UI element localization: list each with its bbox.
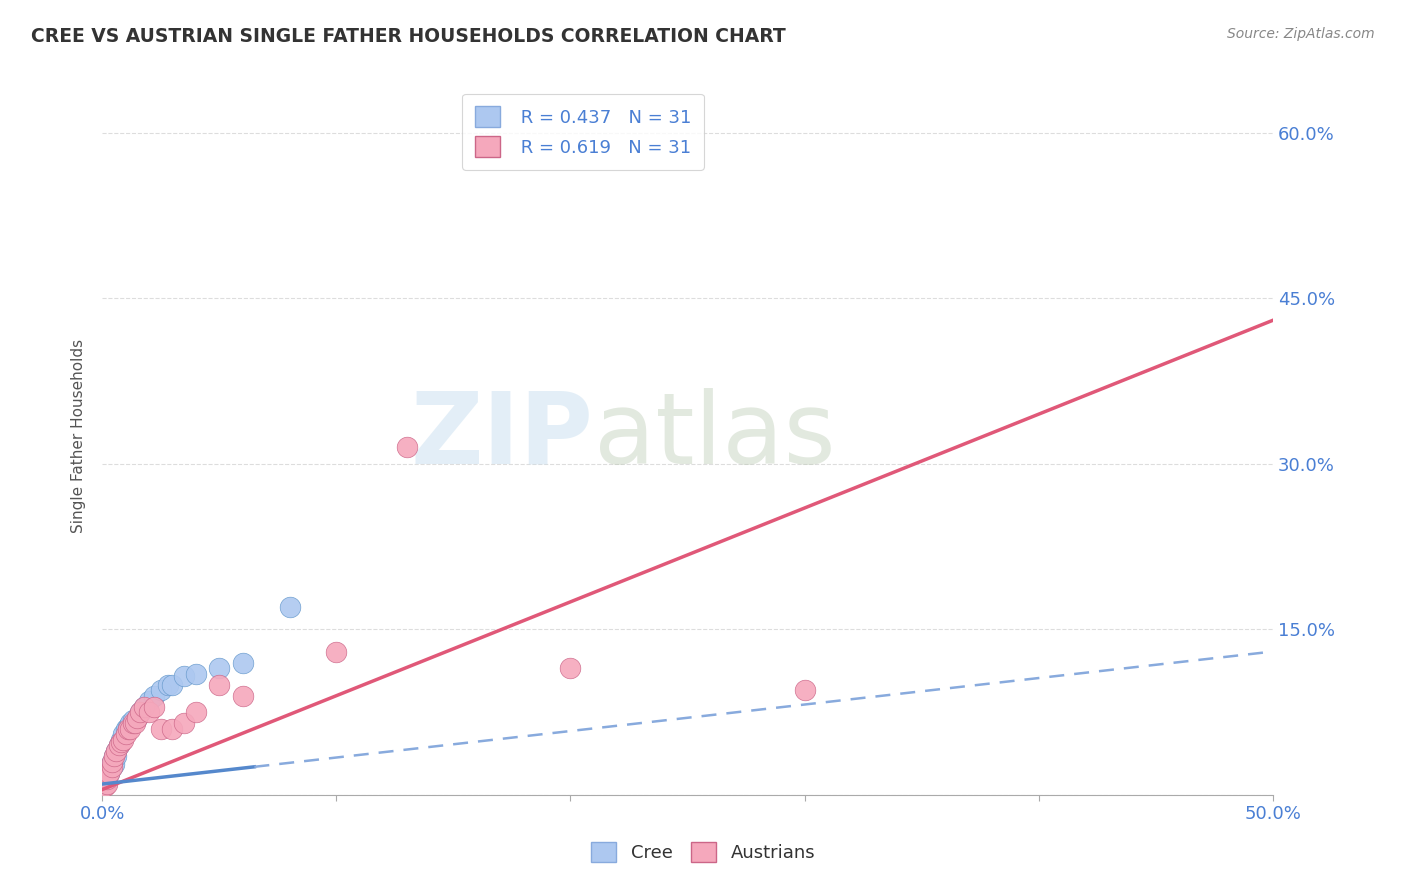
Point [105, 749, 128, 764]
Point [112, 732, 135, 747]
Point [128, 705, 150, 719]
Legend:  R = 0.437   N = 31,  R = 0.619   N = 31: R = 0.437 N = 31, R = 0.619 N = 31 [463, 94, 704, 169]
Point [173, 669, 195, 683]
Point [103, 749, 125, 764]
Point [107, 739, 129, 753]
Point [103, 757, 125, 772]
Point [120, 716, 142, 731]
Point [232, 689, 254, 703]
Point [100, 760, 122, 774]
Text: ZIP: ZIP [411, 388, 593, 484]
Point [117, 720, 139, 734]
Point [232, 656, 254, 670]
Point [127, 711, 149, 725]
Point [100, 755, 122, 769]
Point [121, 713, 143, 727]
Point [184, 666, 207, 681]
Point [149, 722, 172, 736]
Point [100, 760, 122, 774]
Point [124, 716, 146, 731]
Point [98, 766, 121, 780]
Point [110, 732, 132, 747]
Point [138, 694, 160, 708]
Point [149, 683, 172, 698]
Point [793, 683, 815, 698]
Point [98, 766, 121, 780]
Point [156, 678, 179, 692]
Point [395, 440, 418, 454]
Point [134, 699, 156, 714]
Point [96, 772, 118, 786]
Point [162, 678, 184, 692]
Text: Source: ZipAtlas.com: Source: ZipAtlas.com [1227, 27, 1375, 41]
Point [117, 722, 139, 736]
Point [114, 722, 136, 736]
Point [96, 772, 118, 786]
Point [93, 779, 115, 793]
Point [114, 727, 136, 741]
Text: atlas: atlas [593, 388, 835, 484]
Point [162, 722, 184, 736]
Point [325, 644, 347, 658]
Legend: Cree, Austrians: Cree, Austrians [583, 834, 823, 870]
Point [103, 749, 125, 764]
Point [110, 735, 132, 749]
Point [107, 739, 129, 753]
Point [96, 777, 118, 791]
Point [184, 705, 207, 719]
Point [98, 760, 121, 774]
Point [112, 727, 135, 741]
Point [142, 689, 165, 703]
Point [128, 705, 150, 719]
Point [105, 744, 128, 758]
Point [127, 711, 149, 725]
Point [120, 722, 142, 736]
Point [134, 699, 156, 714]
Point [208, 678, 231, 692]
Y-axis label: Single Father Households: Single Father Households [72, 339, 86, 533]
Point [100, 755, 122, 769]
Point [142, 699, 165, 714]
Point [208, 661, 231, 675]
Text: CREE VS AUSTRIAN SINGLE FATHER HOUSEHOLDS CORRELATION CHART: CREE VS AUSTRIAN SINGLE FATHER HOUSEHOLD… [31, 27, 786, 45]
Point [105, 744, 128, 758]
Point [560, 661, 582, 675]
Point [278, 600, 301, 615]
Point [173, 716, 195, 731]
Point [138, 705, 160, 719]
Point [121, 716, 143, 731]
Point [96, 774, 118, 789]
Point [93, 777, 115, 791]
